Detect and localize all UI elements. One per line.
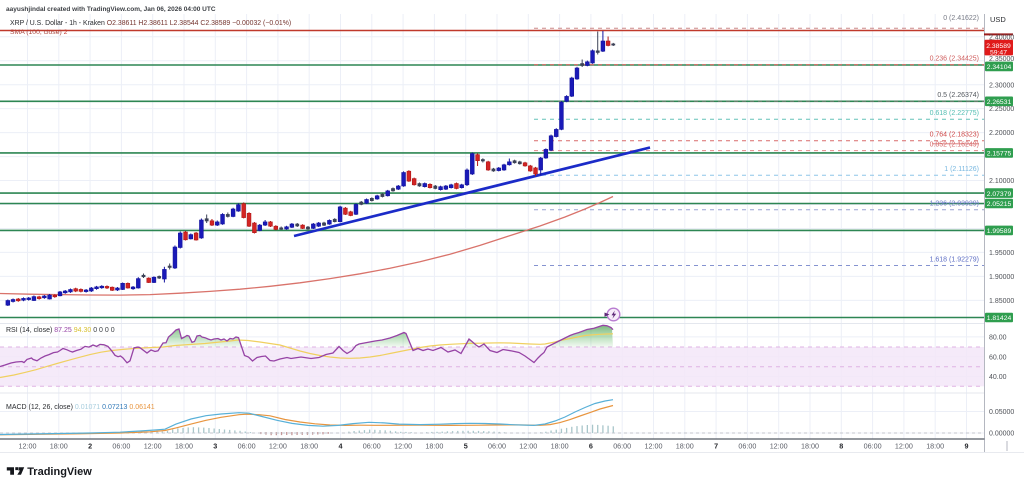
svg-text:12:00: 12:00 [269,442,287,451]
svg-text:MACD (12, 26, close) 0.01071 0: MACD (12, 26, close) 0.01071 0.07213 0.0… [6,404,155,411]
svg-text:2.38589: 2.38589 [986,43,1011,50]
svg-text:0.236 (2.34425): 0.236 (2.34425) [930,56,979,63]
svg-text:6: 6 [589,442,593,451]
svg-text:2: 2 [88,442,92,451]
svg-text:0.764 (2.18323): 0.764 (2.18323) [930,132,979,139]
svg-text:RSI (14, close) 87.25 94.30 0: RSI (14, close) 87.25 94.30 0 0 0 0 [6,327,115,334]
svg-text:0.852 (2.16249): 0.852 (2.16249) [930,141,979,148]
svg-text:2.07379: 2.07379 [987,191,1012,198]
svg-text:18:00: 18:00 [801,442,819,451]
svg-text:12:00: 12:00 [645,442,663,451]
svg-text:12:00: 12:00 [770,442,788,451]
svg-text:5: 5 [464,442,468,451]
svg-text:12:00: 12:00 [144,442,162,451]
svg-text:18:00: 18:00 [676,442,694,451]
svg-text:06:00: 06:00 [613,442,631,451]
svg-text:1.618 (1.92279): 1.618 (1.92279) [930,256,979,263]
svg-text:0.618 (2.22775): 0.618 (2.22775) [930,110,979,117]
svg-text:1.90000: 1.90000 [989,274,1014,281]
svg-text:2.10000: 2.10000 [989,178,1014,185]
svg-text:TradingView: TradingView [27,466,92,478]
svg-text:9: 9 [965,442,969,451]
svg-text:18:00: 18:00 [926,442,944,451]
svg-text:2.34104: 2.34104 [987,64,1012,71]
svg-text:SMA (100, close) 2: SMA (100, close) 2 [10,29,68,36]
svg-text:1.81424: 1.81424 [987,315,1012,322]
svg-text:06:00: 06:00 [363,442,381,451]
svg-text:1.95000: 1.95000 [989,250,1014,257]
svg-text:1.99589: 1.99589 [987,228,1012,235]
svg-text:06:00: 06:00 [738,442,756,451]
svg-text:12:00: 12:00 [519,442,537,451]
svg-text:06:00: 06:00 [238,442,256,451]
svg-text:18:00: 18:00 [425,442,443,451]
svg-text:18:00: 18:00 [551,442,569,451]
svg-text:06:00: 06:00 [864,442,882,451]
svg-text:2.35000: 2.35000 [989,56,1014,63]
svg-text:2.20000: 2.20000 [989,130,1014,137]
svg-text:8: 8 [839,442,843,451]
svg-text:1 (2.11126): 1 (2.11126) [944,166,979,173]
svg-text:1.85000: 1.85000 [989,298,1014,305]
svg-text:0.5 (2.26374): 0.5 (2.26374) [937,92,979,99]
svg-text:60.00: 60.00 [989,354,1007,361]
svg-text:4: 4 [339,442,343,451]
svg-text:18:00: 18:00 [175,442,193,451]
svg-text:18:00: 18:00 [300,442,318,451]
svg-text:1.236 (2.03929): 1.236 (2.03929) [930,201,979,208]
svg-text:12:00: 12:00 [19,442,37,451]
svg-text:XRP / U.S. Dollar - 1h - Krake: XRP / U.S. Dollar - 1h - Kraken O2.38611… [10,20,291,27]
svg-text:0.05000: 0.05000 [989,409,1014,416]
svg-text:2.25000: 2.25000 [989,106,1014,113]
svg-text:12:00: 12:00 [895,442,913,451]
svg-text:2.30000: 2.30000 [989,82,1014,89]
svg-text:12:00: 12:00 [394,442,412,451]
svg-text:2.15775: 2.15775 [987,151,1012,158]
svg-text:0 (2.41622): 0 (2.41622) [943,15,979,22]
svg-text:2.40000: 2.40000 [989,34,1014,41]
svg-text:06:00: 06:00 [488,442,506,451]
svg-text:40.00: 40.00 [989,374,1007,381]
svg-text:2.26531: 2.26531 [987,99,1012,106]
svg-text:aayushjindal created with Trad: aayushjindal created with TradingView.co… [6,6,216,13]
svg-text:80.00: 80.00 [989,335,1007,342]
svg-text:59:47: 59:47 [990,49,1007,56]
svg-text:3: 3 [213,442,217,451]
svg-text:2.05215: 2.05215 [987,201,1012,208]
svg-text:USD: USD [990,15,1006,24]
svg-text:7: 7 [714,442,718,451]
svg-text:18:00: 18:00 [50,442,68,451]
svg-text:06:00: 06:00 [112,442,130,451]
svg-text:0.00000: 0.00000 [989,431,1014,438]
